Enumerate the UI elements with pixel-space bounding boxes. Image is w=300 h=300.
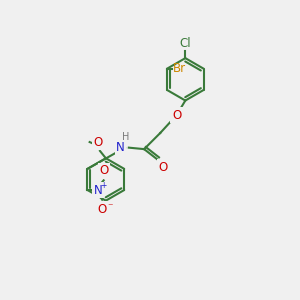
Text: O: O bbox=[172, 109, 181, 122]
Text: O: O bbox=[159, 161, 168, 174]
Text: H: H bbox=[122, 132, 129, 142]
Text: O: O bbox=[99, 164, 108, 177]
Text: N: N bbox=[116, 141, 125, 154]
Text: +: + bbox=[100, 181, 106, 190]
Text: Cl: Cl bbox=[179, 37, 191, 50]
Text: Br: Br bbox=[173, 62, 186, 75]
Text: N: N bbox=[93, 184, 102, 196]
Text: O: O bbox=[94, 136, 103, 149]
Text: ⁻: ⁻ bbox=[107, 203, 113, 213]
Text: O: O bbox=[98, 203, 107, 216]
